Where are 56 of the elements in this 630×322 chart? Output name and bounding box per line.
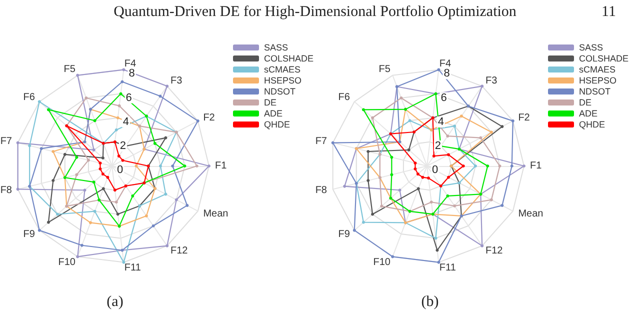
- spoke-label: Mean: [203, 208, 228, 220]
- legend-label: COLSHADE: [264, 54, 314, 64]
- spoke-label: F6: [338, 92, 350, 104]
- spoke-label: F3: [486, 76, 498, 87]
- legend-label: sCMAES: [579, 64, 616, 74]
- spoke-label: F9: [338, 228, 350, 240]
- y-tick-label: 2: [120, 140, 126, 152]
- spoke-label: F8: [0, 185, 12, 196]
- y-tick-label: 0: [117, 164, 124, 176]
- y-tick-label: 0: [432, 164, 438, 176]
- spoke-label: F11: [124, 262, 142, 274]
- legend-label: NDSOT: [264, 86, 296, 96]
- spoke-label: F4: [439, 58, 452, 70]
- spoke-label: F10: [373, 256, 391, 268]
- y-tick-label: 6: [126, 92, 132, 104]
- legend-label: SASS: [264, 42, 288, 52]
- spoke-label: F12: [170, 245, 188, 256]
- spoke-label: F1: [215, 160, 228, 172]
- spoke-label: Mean: [518, 208, 544, 220]
- legend-label: NDSOT: [579, 86, 611, 96]
- spoke-label: F6: [23, 92, 36, 104]
- legend-label: HSEPSO: [579, 76, 617, 86]
- spoke-label: F1: [530, 160, 542, 172]
- chart-title: Quantum-Driven DE for High-Dimensional Portfolio Optimization: [114, 4, 516, 20]
- text: (b): [420, 294, 440, 311]
- y-tick-label: 2: [434, 140, 442, 152]
- spoke-label: F11: [439, 262, 456, 274]
- legend-label: ADE: [264, 108, 283, 118]
- spoke-label: F7: [0, 136, 12, 147]
- spoke-label: F2: [518, 112, 530, 124]
- y-tick-label: 6: [440, 92, 447, 104]
- legend-label: DE: [579, 98, 592, 108]
- text: 11: [602, 4, 616, 21]
- y-tick-label: 4: [438, 116, 444, 128]
- legend-label: COLSHADE: [579, 54, 629, 64]
- y-tick-label: 8: [128, 68, 135, 80]
- legend-label: SASS: [579, 42, 604, 52]
- spoke-label: F5: [378, 64, 391, 76]
- spoke-label: F4: [124, 58, 137, 70]
- spoke-label: F7: [315, 136, 328, 147]
- legend-label: QHDE: [264, 120, 290, 130]
- spoke-label: F3: [170, 76, 183, 87]
- spoke-label: F10: [58, 256, 76, 268]
- spoke-label: F5: [64, 64, 76, 76]
- legend-label: HSEPSO: [264, 76, 302, 86]
- legend-label: ADE: [579, 108, 598, 118]
- spoke-label: F12: [486, 245, 504, 256]
- spoke-label: F8: [315, 185, 328, 196]
- legend-label: sCMAES: [264, 64, 301, 74]
- legend-label: QHDE: [579, 120, 606, 130]
- y-tick-label: 4: [122, 116, 129, 128]
- spoke-label: F2: [203, 112, 216, 124]
- y-tick-label: 8: [444, 68, 450, 80]
- legend-label: DE: [264, 98, 277, 108]
- text: (a): [106, 294, 124, 311]
- spoke-label: F9: [23, 228, 36, 240]
